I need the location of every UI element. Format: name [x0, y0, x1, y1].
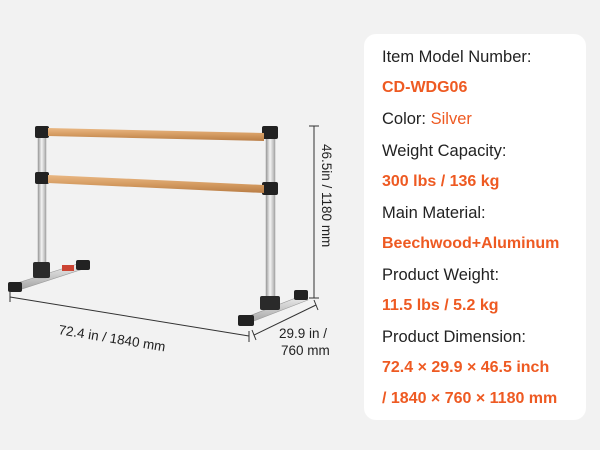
width-dimension-line [9, 291, 250, 342]
product-dimension-label: Product Dimension: [382, 328, 526, 346]
product-weight-label: Product Weight: [382, 266, 500, 284]
color-value: Silver [430, 110, 472, 128]
main-material-label: Main Material: [382, 204, 486, 222]
left-upright-pole [33, 126, 50, 279]
upper-wooden-bar [48, 128, 264, 141]
height-dimension-label: 46.5in / 1180 mm [319, 144, 334, 247]
main-material-value: Beechwood+Aluminum [382, 235, 560, 252]
depth-dimension-label-line2: 760 mm [281, 343, 330, 358]
product-dimension-value-line1: 72.4 × 29.9 × 46.5 inch [382, 359, 550, 376]
model-number-label: Item Model Number: [382, 48, 532, 66]
specs-card [364, 34, 586, 420]
weight-capacity-value: 300 lbs / 136 kg [382, 173, 500, 190]
right-upright-pole [260, 126, 280, 310]
width-dimension-label: 72.4 in / 1840 mm [58, 322, 167, 354]
depth-dimension-label-line1: 29.9 in / [279, 326, 327, 341]
depth-dimension-line [251, 299, 319, 341]
ballet-barre-figure: 72.4 in / 1840 mm 29.9 in / 760 mm 46.5i… [8, 125, 334, 358]
height-dimension-line [309, 125, 319, 299]
color-row: Color: Silver [382, 109, 592, 129]
product-weight-value: 11.5 lbs / 5.2 kg [382, 297, 499, 314]
lower-wooden-bar [48, 175, 264, 193]
color-label: Color: [382, 110, 431, 128]
model-number-value: CD-WDG06 [382, 79, 468, 96]
product-dimension-value-line2: / 1840 × 760 × 1180 mm [382, 390, 558, 407]
weight-capacity-label: Weight Capacity: [382, 142, 507, 160]
